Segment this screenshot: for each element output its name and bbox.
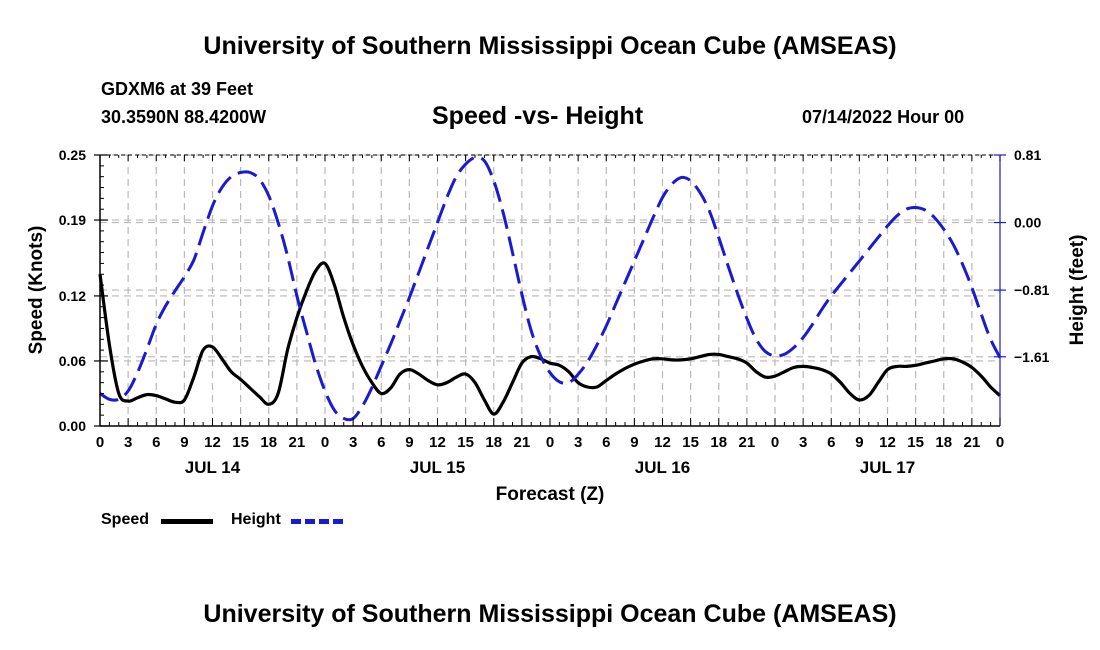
- x-tick-label: 3: [349, 434, 357, 451]
- chart-title: Speed -vs- Height: [432, 102, 644, 130]
- x-tick-label: 12: [429, 434, 446, 451]
- footer-title: University of Southern Mississippi Ocean…: [203, 600, 897, 628]
- y-tick-label: 0.00: [59, 418, 86, 434]
- x-date-label: JUL 14: [185, 458, 241, 477]
- x-tick-label: 18: [710, 434, 727, 451]
- x-tick-label: 0: [996, 434, 1004, 451]
- x-tick-label: 9: [180, 434, 188, 451]
- x-tick-label: 6: [602, 434, 610, 451]
- height-series-line: [99, 155, 1002, 422]
- speed-series-line: [98, 261, 1002, 416]
- legend-speed-swatch: [161, 519, 213, 524]
- x-tick-label: 9: [405, 434, 413, 451]
- x-tick-label: 12: [654, 434, 671, 451]
- x-tick-label: 0: [546, 434, 554, 451]
- x-tick-label: 6: [827, 434, 835, 451]
- x-tick-label: 21: [514, 434, 531, 451]
- y-axis-title: Speed (Knots): [26, 226, 47, 355]
- x-tick-label: 15: [232, 434, 249, 451]
- x-tick-label: 12: [879, 434, 896, 451]
- forecast-datetime: 07/14/2022 Hour 00: [802, 107, 965, 127]
- x-date-label: JUL 16: [635, 458, 690, 477]
- page-title: University of Southern Mississippi Ocean…: [203, 32, 897, 60]
- series-layer: [98, 155, 1002, 422]
- x-tick-label: 18: [485, 434, 502, 451]
- x-tick-label: 0: [771, 434, 779, 451]
- x-date-label: JUL 15: [410, 458, 465, 477]
- y-tick-label: 0.12: [59, 288, 86, 304]
- y2-axis-title: Height (feet): [1067, 235, 1088, 346]
- x-tick-label: 21: [739, 434, 756, 451]
- y2-tick-label: −0.81: [1014, 282, 1050, 298]
- legend-height-swatch: [291, 519, 343, 524]
- legend-height-label: Height: [231, 511, 281, 528]
- x-tick-label: 3: [799, 434, 807, 451]
- x-tick-label: 18: [935, 434, 952, 451]
- x-tick-label: 12: [204, 434, 221, 451]
- x-tick-label: 3: [124, 434, 132, 451]
- x-tick-label: 9: [630, 434, 638, 451]
- y2-tick-label: 0.81: [1014, 147, 1041, 163]
- x-axis-title: Forecast (Z): [496, 484, 605, 505]
- station-coords: 30.3590N 88.4200W: [101, 107, 267, 127]
- y-tick-label: 0.06: [59, 353, 86, 369]
- legend-speed-label: Speed: [101, 511, 150, 528]
- x-tick-label: 6: [152, 434, 160, 451]
- x-tick-label: 15: [682, 434, 699, 451]
- y2-tick-label: −1.61: [1014, 349, 1050, 365]
- x-tick-label: 15: [457, 434, 474, 451]
- x-tick-label: 18: [260, 434, 277, 451]
- x-tick-label: 3: [574, 434, 582, 451]
- y-tick-label: 0.25: [59, 147, 86, 163]
- axis-layer: 0 3 6 9 12 15 18 21 0 3 6 9 12 15 18 21 0 3 6 9 12 15 18 21 0 3 6 9…: [59, 147, 1050, 477]
- x-tick-label: 21: [964, 434, 981, 451]
- x-tick-label: 0: [321, 434, 329, 451]
- x-tick-label: 0: [96, 434, 104, 451]
- grid-layer: [100, 154, 1000, 426]
- y-tick-label: 0.19: [59, 212, 86, 228]
- station-label: GDXM6 at 39 Feet: [101, 79, 254, 99]
- x-tick-label: 9: [855, 434, 863, 451]
- x-tick-label: 21: [289, 434, 306, 451]
- x-tick-label: 6: [377, 434, 385, 451]
- x-tick-label: 15: [907, 434, 924, 451]
- x-date-label: JUL 17: [860, 458, 915, 477]
- y2-tick-label: 0.00: [1014, 215, 1041, 231]
